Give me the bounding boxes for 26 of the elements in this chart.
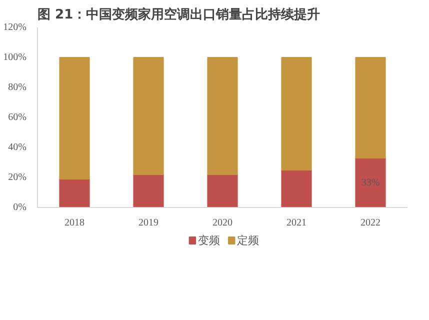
x-tick-label: 2021 [286,218,306,228]
bar [207,57,238,175]
y-tick-label: 20% [8,172,27,183]
bar [133,57,164,175]
y-tick-label: 40% [8,142,27,153]
bar [281,170,312,208]
y-tick-label: 60% [8,112,27,123]
legend-label: 定频 [236,234,259,247]
bar [355,158,386,208]
bar [281,57,312,170]
data-label: 33% [361,177,380,188]
y-tick-label: 100% [3,52,27,63]
x-tick-label: 2019 [138,218,158,228]
y-tick-label: 80% [8,82,27,93]
x-tick-label: 2018 [64,218,84,228]
bar [207,174,238,208]
bar [59,178,90,208]
y-tick-label: 0% [13,202,27,213]
x-tick-label: 2022 [360,218,380,228]
bar [133,174,164,208]
bar [59,57,90,180]
x-tick-label: 2020 [212,218,232,228]
bar [355,57,386,158]
legend-label: 变频 [198,234,220,247]
chart-title: 图 21：中国变频家用空调出口销量占比持续提升 [38,6,320,22]
y-tick-label: 120% [3,22,27,33]
